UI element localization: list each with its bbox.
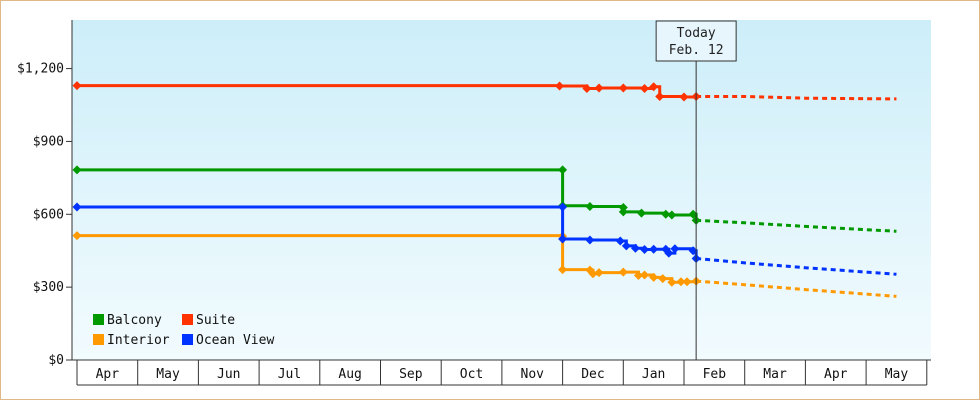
legend-swatch-suite [182,314,193,325]
series-balcony [72,165,897,233]
x-axis: Apr May Jun Jul Aug Sep Oct Nov Dec Jan Feb Mar Apr M… [72,359,931,386]
month-label: Jun [217,367,240,382]
data-point [649,244,659,254]
series-layer [72,81,897,298]
data-point [664,248,674,258]
y-tick-label: $0 [48,353,64,368]
data-point [688,209,698,219]
data-point [582,83,592,93]
data-point [72,81,82,91]
data-point [615,236,625,246]
data-point [72,165,82,175]
data-point [558,234,568,244]
plot-background [72,20,931,360]
data-point [585,235,595,245]
month-label: Jan [642,367,665,382]
y-tick-label: $600 [33,207,64,222]
month-label: Aug [338,367,361,382]
data-point [588,269,598,279]
data-point [688,246,698,256]
series-forecast-line [696,95,897,101]
y-axis: $0 $300 $600 $900 $1,200 [17,20,73,368]
data-point [679,92,689,102]
data-point [618,83,628,93]
data-point [72,231,82,241]
series-interior [72,231,897,298]
series-ocean-view [72,202,897,276]
series-suite [72,81,897,102]
legend-swatch-interior [93,334,104,345]
legend-label: Suite [196,313,235,328]
data-point [558,165,568,175]
series-forecast-line [696,256,897,276]
month-label: Feb [703,367,727,382]
data-point [585,202,595,212]
data-point [655,92,665,101]
data-point [630,243,640,253]
month-label: Oct [460,367,483,382]
today-date: Feb. 12 [669,43,724,58]
month-label: Apr [96,367,120,382]
data-point [640,270,650,280]
data-point [649,82,659,92]
data-point [618,207,628,217]
data-point [667,210,677,220]
today-label-box [655,20,737,62]
today-marker: Today Feb. 12 [655,20,737,360]
y-tick-label: $900 [33,134,64,149]
series-forecast-line [696,279,897,298]
data-point [594,83,604,93]
today-label: Today [677,26,716,41]
month-label: Nov [521,367,545,382]
data-point [649,272,659,282]
month-label: Jul [278,367,301,382]
data-point [682,277,692,287]
legend-swatch-balcony [93,314,104,325]
data-point [621,241,631,251]
data-point [667,277,677,287]
month-label: May [885,367,909,382]
data-point [558,202,568,212]
data-point [658,274,668,284]
month-label: Dec [581,367,604,382]
month-label: May [156,367,180,382]
data-point [640,83,650,93]
data-point [670,244,680,254]
y-tick-label: $300 [33,280,64,295]
data-point [633,270,643,280]
legend-label: Interior [107,333,170,348]
y-tick-label: $1,200 [17,62,64,77]
data-point [558,265,568,275]
data-point [72,202,82,212]
month-label: Apr [824,367,848,382]
series-forecast-line [696,218,897,233]
month-label: Mar [763,367,787,382]
legend-label: Ocean View [196,333,274,348]
data-point [676,277,686,287]
data-point [594,268,604,278]
data-point [661,209,671,219]
data-point [637,208,647,218]
legend-swatch-ocean-view [182,334,193,345]
legend: Balcony Suite Interior Ocean View [93,313,274,348]
data-point [640,245,650,254]
data-point [555,81,565,91]
legend-label: Balcony [107,313,162,328]
data-point [618,267,628,277]
month-label: Sep [399,367,423,382]
